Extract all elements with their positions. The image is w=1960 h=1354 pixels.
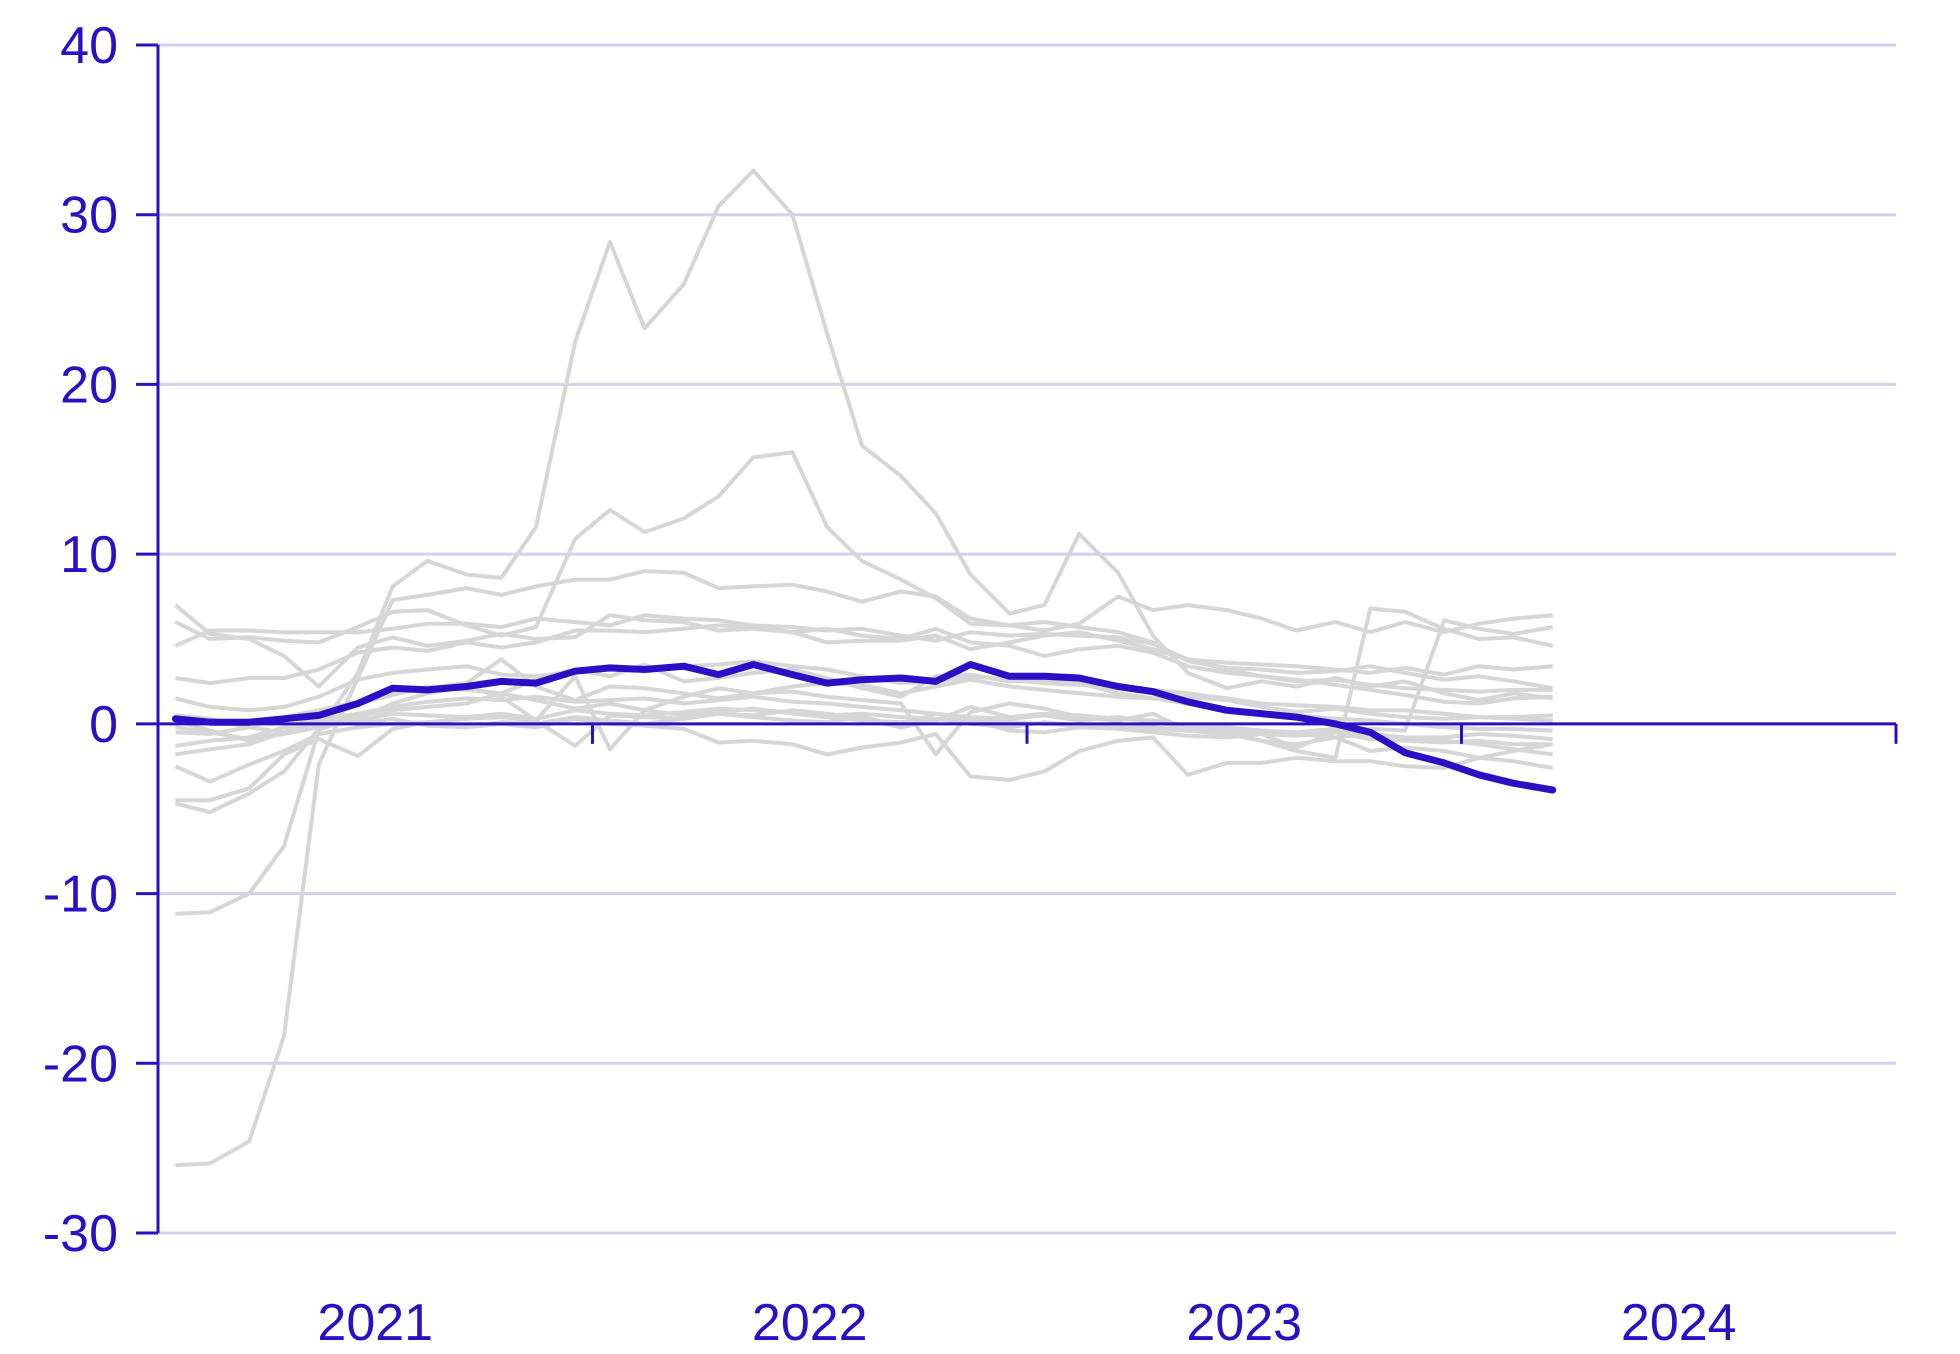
x-tick-label: 2022	[752, 1294, 868, 1352]
x-tick-label: 2023	[1186, 1294, 1302, 1352]
background-series-line	[174, 613, 1553, 677]
background-series-line	[175, 168, 1553, 916]
background-series-line	[175, 618, 1554, 750]
background-series-line	[174, 450, 1553, 645]
axes	[136, 43, 1898, 1235]
tick-labels: 40 30 20 10 0 -10 -20 -30 2021 2022 2023 2024	[43, 17, 1737, 1352]
highlight-series-group	[171, 661, 1557, 794]
background-series-line	[175, 694, 1553, 748]
background-series-line	[175, 606, 1554, 760]
y-tick-label: 0	[89, 696, 118, 754]
gridlines	[158, 43, 1896, 1235]
background-series-line	[175, 716, 1554, 803]
y-tick-label: -20	[43, 1035, 118, 1093]
background-series-line	[175, 569, 1554, 1168]
y-tick-label: 20	[60, 356, 118, 414]
background-series-group	[174, 168, 1554, 1168]
y-tick-label: 10	[60, 526, 118, 584]
y-tick-label: -30	[43, 1205, 118, 1263]
y-tick-label: 40	[60, 17, 118, 75]
highlight-series-line	[171, 661, 1557, 794]
background-series-line	[174, 674, 1554, 815]
x-tick-label: 2024	[1621, 1294, 1737, 1352]
y-tick-label: 30	[60, 187, 118, 245]
background-series-line	[175, 623, 1553, 706]
y-tick-label: -10	[43, 866, 118, 924]
background-series-line	[174, 603, 1553, 694]
x-tick-label: 2021	[317, 1294, 433, 1352]
